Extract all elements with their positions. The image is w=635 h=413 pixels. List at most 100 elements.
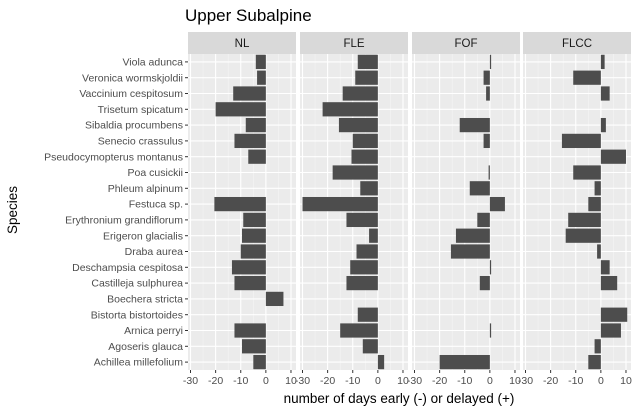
facet-strip-label: NL — [235, 38, 250, 50]
x-tick-label: -20 — [543, 375, 558, 387]
bar: FOF · Erythronium grandiflorum: -5 — [477, 212, 490, 228]
bar: FLCC · Draba aurea: -1.5 — [597, 244, 601, 259]
x-tick-label: 10 — [620, 375, 632, 387]
bar: FLCC · Arnica perryi: 8 — [600, 323, 621, 338]
bar: FLE · Agoseris glauca: -6 — [362, 339, 378, 354]
y-tick-label: Festuca sp. — [129, 199, 183, 211]
facet-strip-label: FLCC — [562, 38, 592, 50]
bar: FLE · Achillea millefolium: 2.5 — [377, 354, 385, 370]
bar: NL · Festuca sp.: -20.5 — [214, 196, 266, 212]
bar: NL · Trisetum spicatum: -20 — [215, 102, 266, 117]
x-tick-label: -20 — [432, 375, 447, 387]
panel-background — [523, 54, 631, 370]
facet-panel: FOF FOF · Viola adunca: 0.5FOF · Veronica… — [407, 32, 521, 387]
y-tick-label: Vaccinium cespitosum — [79, 88, 183, 100]
bar: NL · Castilleja sulphurea: -12.5 — [234, 275, 266, 291]
x-tick-label: -10 — [457, 375, 472, 387]
bar: FLE · Viola adunca: -8 — [357, 54, 378, 70]
bar: NL · Deschampsia cespitosa: -13.5 — [231, 260, 266, 275]
y-tick-label: Phleum alpinum — [108, 183, 184, 195]
y-tick-label: Poa cusickii — [128, 167, 183, 179]
bar: FOF · Draba aurea: -15.5 — [450, 244, 490, 259]
bar: FOF · Deschampsia cespitosa: 0.5 — [489, 260, 492, 275]
bar: FLCC · Erigeron glacialis: -14 — [565, 228, 601, 243]
bar: FOF · Vaccinium cespitosum: -1.5 — [486, 86, 490, 101]
bar: FLCC · Vaccinium cespitosum: 3.5 — [600, 86, 610, 101]
bar: FLCC · Achillea millefolium: -5 — [588, 354, 601, 370]
x-tick-label: -20 — [208, 375, 223, 387]
bar: NL · Viola adunca: -4 — [255, 54, 266, 70]
bar: FLE · Draba aurea: -8.5 — [356, 244, 378, 259]
x-tick-label: -30 — [183, 375, 198, 387]
bar: FOF · Castilleja sulphurea: -4 — [479, 275, 490, 291]
panel-background — [412, 54, 520, 370]
x-tick-label: -10 — [345, 375, 360, 387]
bar: FLE · Sibaldia procumbens: -15.5 — [338, 117, 378, 133]
bar: FLE · Veronica wormskjoldii: -9 — [355, 70, 378, 85]
bar: FOF · Festuca sp.: 6 — [489, 196, 505, 212]
bar: NL · Erigeron glacialis: -9.5 — [242, 228, 266, 243]
x-tick-label: -30 — [295, 375, 310, 387]
y-axis-label: Species — [5, 186, 20, 234]
y-tick-label: Draba aurea — [125, 246, 184, 258]
bar: FLE · Vaccinium cespitosum: -14 — [342, 86, 378, 101]
bar: FLE · Erythronium grandiflorum: -12.5 — [346, 212, 378, 228]
bar: NL · Veronica wormskjoldii: -3.5 — [257, 70, 266, 85]
facet-strip — [412, 32, 520, 54]
bar: FLE · Deschampsia cespitosa: -11 — [350, 260, 378, 275]
bar: FLCC · Viola adunca: 1.5 — [600, 54, 605, 70]
y-tick-label: Bistorta bistortoides — [91, 309, 183, 321]
bar: FOF · Achillea millefolium: -20 — [439, 354, 490, 370]
x-tick-label: 0 — [263, 375, 269, 387]
y-tick-label: Agoseris glauca — [108, 341, 183, 353]
bar: FLE · Arnica perryi: -15 — [340, 323, 378, 338]
bar: FLE · Poa cusickii: -18 — [332, 165, 378, 180]
bar: NL · Sibaldia procumbens: -8 — [245, 117, 266, 133]
y-tick-label: Deschampsia cespitosa — [72, 262, 183, 274]
bar: FLCC · Erythronium grandiflorum: -13 — [568, 212, 601, 228]
bar: FLCC · Phleum alpinum: -2.5 — [594, 181, 601, 196]
bar: FOF · Veronica wormskjoldii: -2.5 — [483, 70, 490, 85]
x-tick-label: -10 — [233, 375, 248, 387]
bar: FLCC · Poa cusickii: -11 — [573, 165, 601, 180]
bar: FLCC · Deschampsia cespitosa: 3.5 — [600, 260, 610, 275]
bar: FLE · Trisetum spicatum: -22 — [322, 102, 378, 117]
bar: FLE · Phleum alpinum: -7 — [360, 181, 378, 196]
y-tick-label: Boechera stricta — [107, 294, 183, 306]
bar: NL · Vaccinium cespitosum: -13 — [233, 86, 266, 101]
y-tick-label: Trisetum spicatum — [98, 104, 184, 116]
bar: NL · Draba aurea: -10 — [240, 244, 266, 259]
facet-strip-label: FLE — [343, 38, 364, 50]
bar: FLCC · Senecio crassulus: -15.5 — [561, 133, 601, 149]
x-tick-label: 10 — [397, 375, 409, 387]
bar: FLCC · Bistorta bistortoides: 10.5 — [600, 307, 628, 322]
bar: FLCC · Castilleja sulphurea: 6.5 — [600, 275, 618, 291]
facet-strip — [300, 32, 408, 54]
x-tick-label: 0 — [375, 375, 381, 387]
bar: FOF · Sibaldia procumbens: -12 — [459, 117, 490, 133]
x-tick-label: 10 — [509, 375, 521, 387]
y-tick-label: Achillea millefolium — [94, 357, 184, 369]
y-tick-label: Castilleja sulphurea — [91, 278, 183, 290]
x-tick-label: 0 — [598, 375, 604, 387]
bar: FOF · Phleum alpinum: -8 — [469, 181, 490, 196]
bar: FLCC · Agoseris glauca: -2.5 — [594, 339, 601, 354]
y-tick-label: Senecio crassulus — [98, 136, 183, 148]
bar: NL · Achillea millefolium: -5 — [253, 354, 266, 370]
facet-panel: NL NL · Viola adunca: -4NL · Veronica wor… — [183, 32, 297, 387]
x-tick-label: 0 — [487, 375, 493, 387]
bar: NL · Senecio crassulus: -12.5 — [234, 133, 266, 149]
bar: FLCC · Festuca sp.: -5 — [588, 196, 601, 212]
bar: FOF · Arnica perryi: 0.5 — [489, 323, 492, 338]
bar: NL · Erythronium grandiflorum: -9 — [243, 212, 266, 228]
bar: FLE · Festuca sp.: -30 — [302, 196, 378, 212]
bar: FOF · Viola adunca: 0.5 — [489, 54, 492, 70]
x-tick-label: -30 — [518, 375, 533, 387]
bar: FOF · Erigeron glacialis: -13.5 — [455, 228, 490, 243]
y-tick-label: Viola adunca — [122, 57, 183, 69]
y-tick-label: Sibaldia procumbens — [85, 120, 183, 132]
x-axis-label: number of days early (-) or delayed (+) — [284, 391, 515, 406]
bar: NL · Agoseris glauca: -9.5 — [242, 339, 266, 354]
bar: FLE · Castilleja sulphurea: -12.5 — [346, 275, 378, 291]
